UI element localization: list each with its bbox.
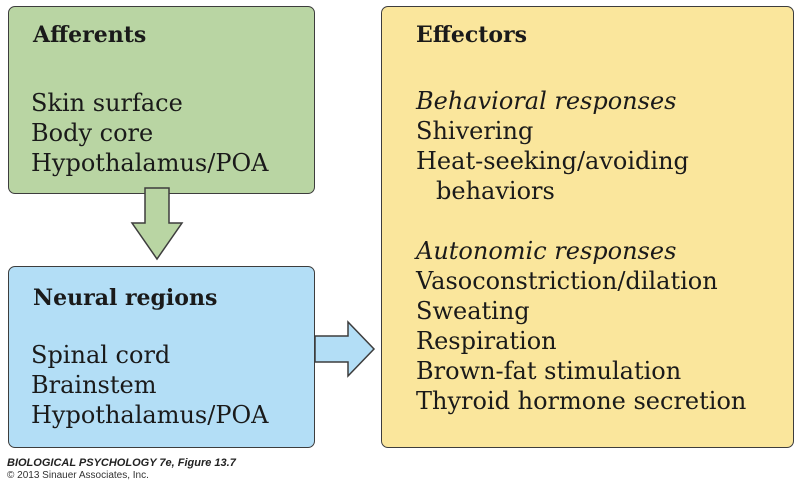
figure-caption: BIOLOGICAL PSYCHOLOGY 7e, Figure 13.7 © … <box>7 457 236 481</box>
neural-item-spinal-cord: Spinal cord <box>31 341 171 369</box>
right-arrow-icon <box>314 320 376 378</box>
afferent-item-hypothalamus-poa: Hypothalamus/POA <box>31 149 269 177</box>
effectors-title: Effectors <box>416 22 528 48</box>
section-spacer <box>416 206 746 236</box>
neural-regions-box: Neural regions Spinal cord Brainstem Hyp… <box>8 266 315 448</box>
effectors-list: Behavioral responses Shivering Heat-seek… <box>416 86 746 416</box>
down-arrow-icon <box>130 187 184 261</box>
afferents-title: Afferents <box>33 22 147 48</box>
effector-item-vasoconstriction-dilation: Vasoconstriction/dilation <box>416 267 718 295</box>
effector-item-shivering: Shivering <box>416 117 534 145</box>
caption-title: BIOLOGICAL PSYCHOLOGY 7e, Figure 13.7 <box>7 457 236 469</box>
afferents-list: Skin surface Body core Hypothalamus/POA <box>31 88 268 178</box>
behavioral-responses-heading: Behavioral responses <box>416 87 677 115</box>
effector-item-sweating: Sweating <box>416 297 530 325</box>
effector-item-brown-fat-stimulation: Brown-fat stimulation <box>416 357 682 385</box>
effectors-box: Effectors Behavioral responses Shivering… <box>381 6 794 448</box>
effector-item-heat-seeking-avoiding: Heat-seeking/avoiding <box>416 147 689 175</box>
effector-item-respiration: Respiration <box>416 327 557 355</box>
autonomic-responses-heading: Autonomic responses <box>416 237 677 265</box>
afferents-box: Afferents Skin surface Body core Hypotha… <box>8 6 315 194</box>
neural-item-brainstem: Brainstem <box>31 371 157 399</box>
effector-item-behaviors: behaviors <box>436 177 555 205</box>
neural-item-hypothalamus-poa: Hypothalamus/POA <box>31 401 269 429</box>
effector-item-thyroid-hormone-secretion: Thyroid hormone secretion <box>416 387 747 415</box>
afferent-item-body-core: Body core <box>31 119 154 147</box>
neural-regions-list: Spinal cord Brainstem Hypothalamus/POA <box>31 340 268 430</box>
caption-copyright: © 2013 Sinauer Associates, Inc. <box>7 469 149 481</box>
afferent-item-skin-surface: Skin surface <box>31 89 183 117</box>
neural-regions-title: Neural regions <box>33 285 218 311</box>
